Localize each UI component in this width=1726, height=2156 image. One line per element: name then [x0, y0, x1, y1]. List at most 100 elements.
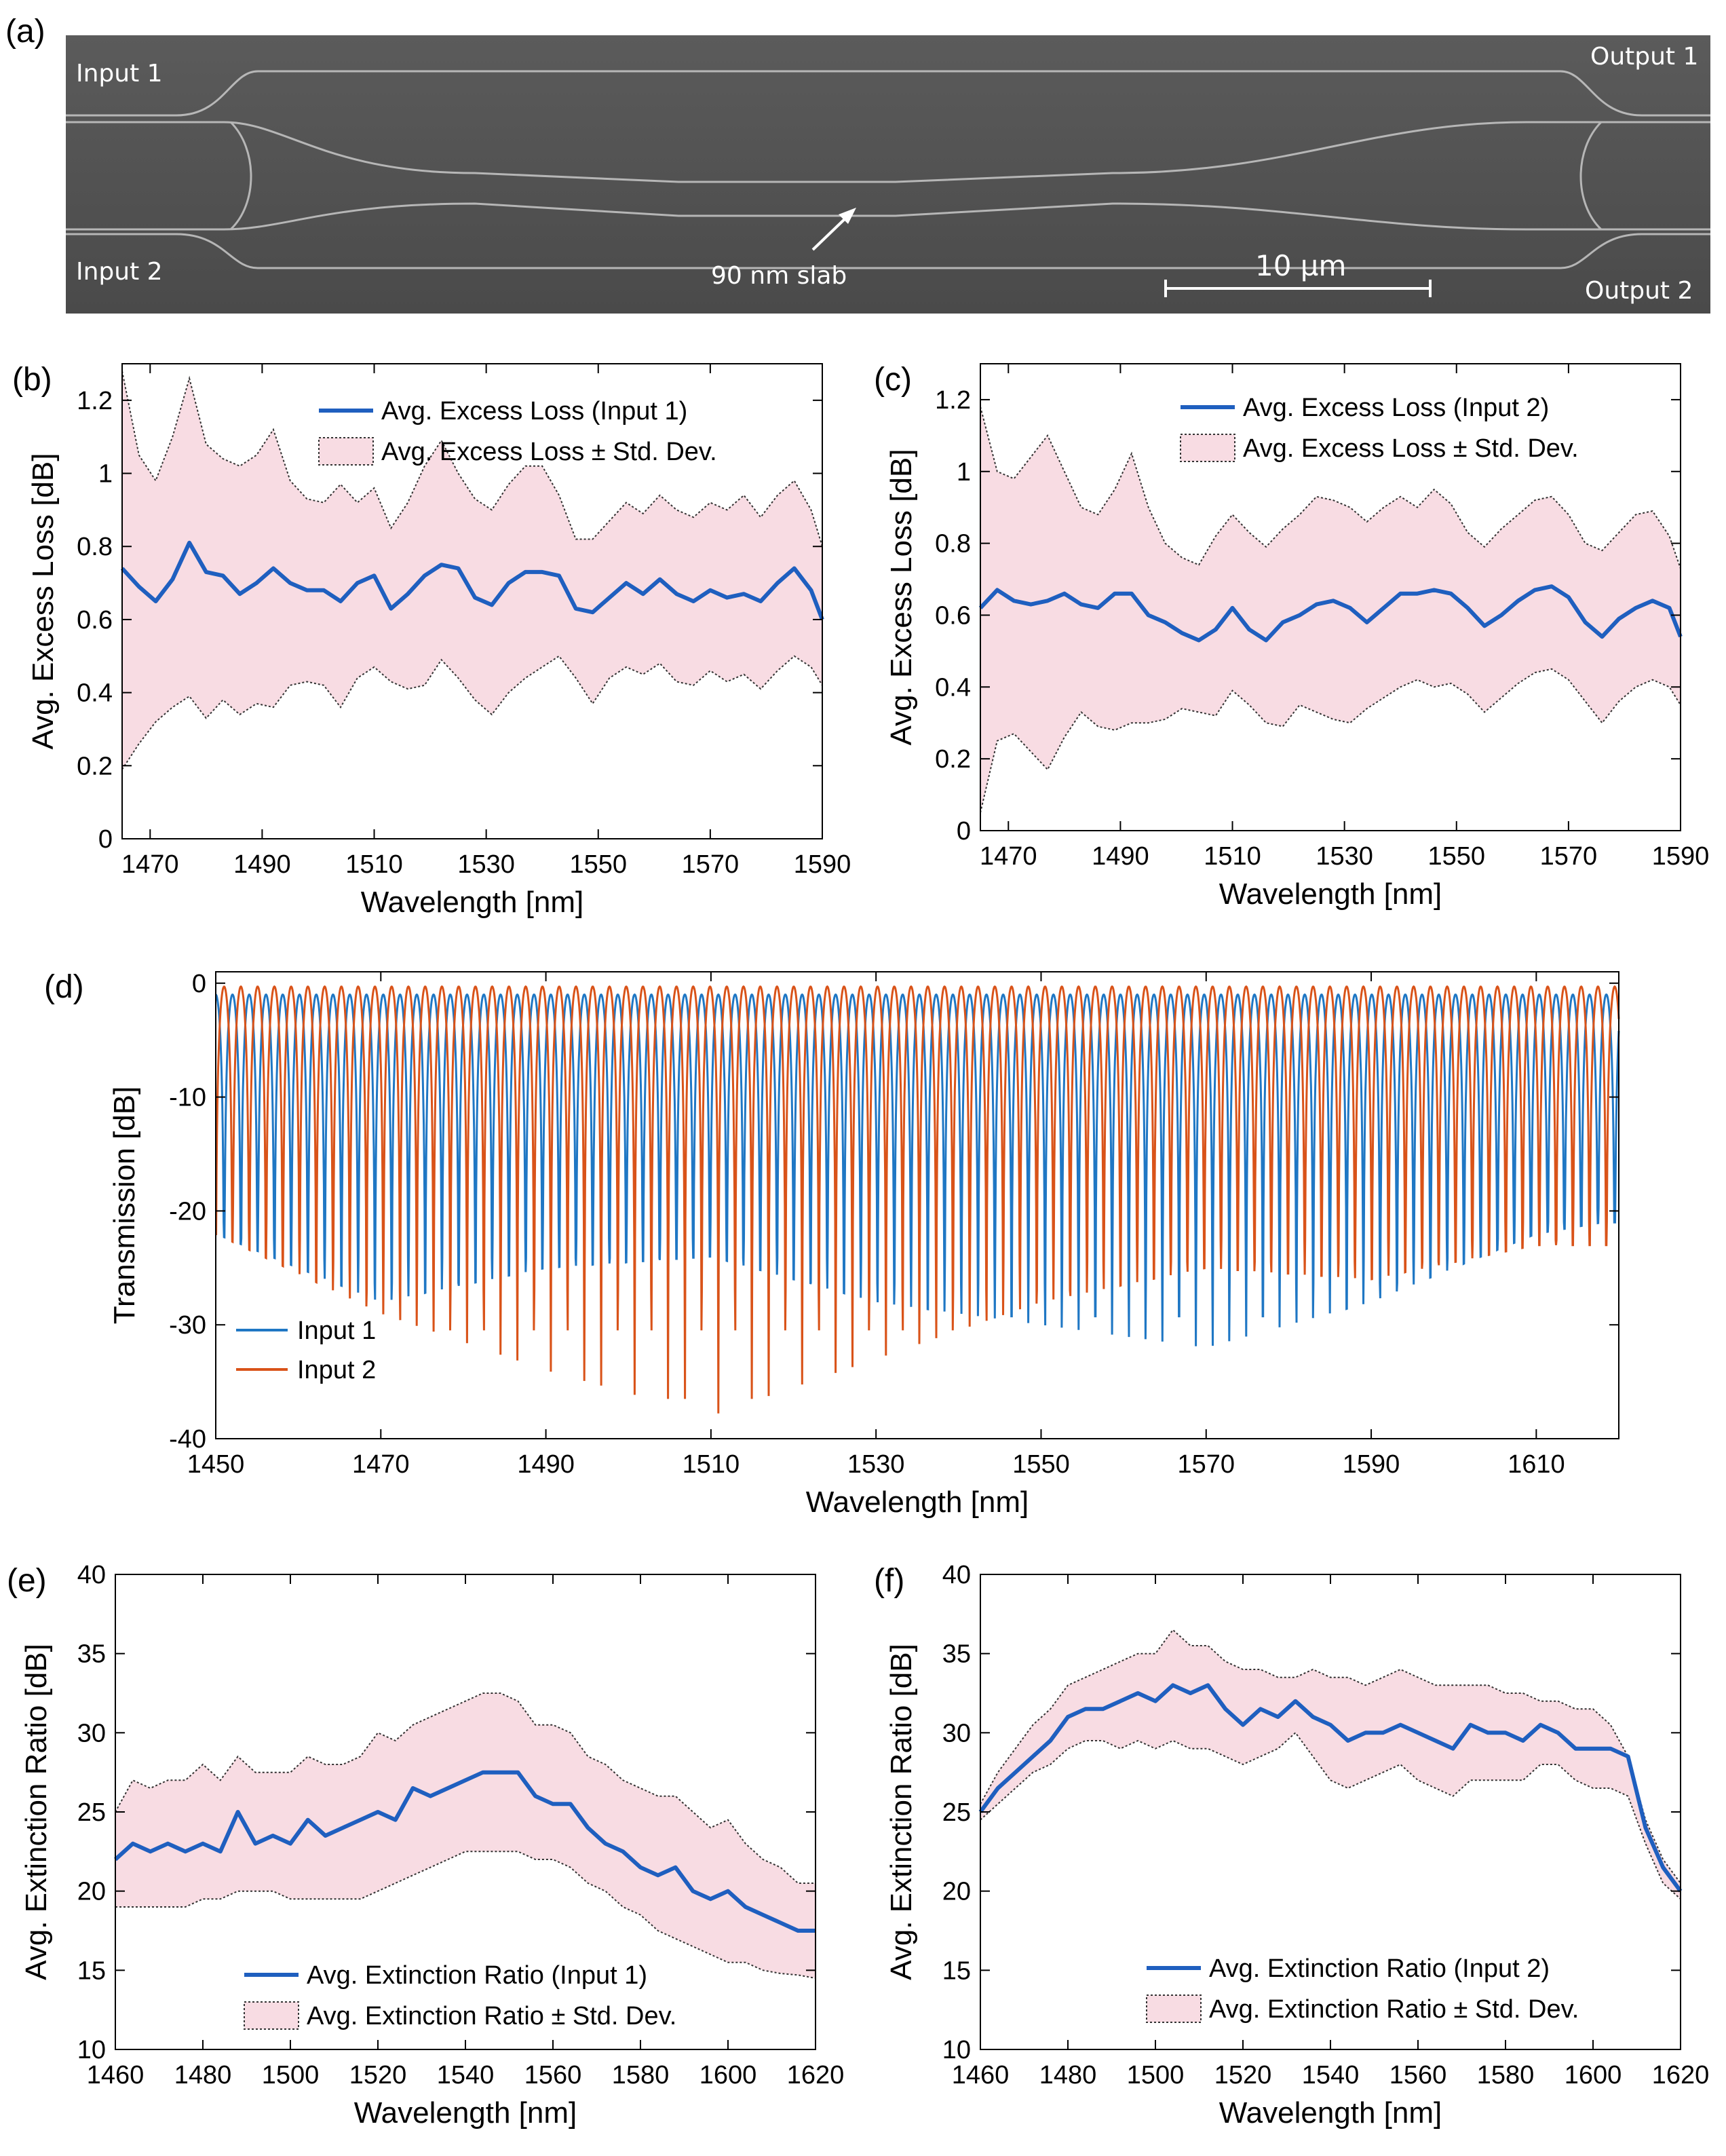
x-tick-label: 1450	[187, 1450, 245, 1479]
legend: Avg. Extinction Ratio (Input 1) Avg. Exti…	[244, 1961, 676, 2030]
x-tick-label: 1480	[174, 2061, 232, 2089]
y-tick-label: 0.6	[935, 601, 971, 630]
legend-label-avg: Avg. Extinction Ratio (Input 1)	[307, 1961, 647, 1990]
y-axis-label: Avg. Extinction Ratio [dB]	[20, 1644, 53, 1980]
sem-label-input2: Input 2	[76, 258, 163, 286]
y-tick-label: 0.2	[935, 745, 971, 774]
x-tick-label: 1520	[349, 2061, 407, 2089]
x-tick-label: 1620	[1652, 2061, 1710, 2089]
y-tick-label: 0.4	[77, 679, 113, 708]
legend: Avg. Extinction Ratio (Input 2) Avg. Exti…	[1146, 1954, 1579, 2024]
legend-label-1: Input 1	[297, 1317, 376, 1345]
legend-label-band: Avg. Extinction Ratio ± Std. Dev.	[307, 2002, 676, 2030]
y-tick-label: 0.2	[77, 752, 113, 780]
panel-letter: (f)	[874, 1563, 904, 1599]
std-dev-upper-line	[115, 1692, 816, 1884]
y-tick-label: 20	[77, 1878, 106, 1906]
avg-line	[120, 540, 824, 620]
y-tick-label: 1.2	[77, 387, 113, 415]
std-dev-lower-line	[121, 655, 823, 770]
y-tick-label: 40	[77, 1561, 106, 1589]
x-tick-label: 1480	[1039, 2061, 1097, 2089]
y-tick-label: 0.6	[77, 606, 113, 635]
y-tick-label: 10	[942, 2036, 971, 2064]
std-dev-band	[980, 406, 1681, 813]
chart-f: (f)1460 1480 1500 1520 1540 1560 1580 1600 16201…	[874, 1561, 1709, 2130]
legend-label-avg: Avg. Excess Loss (Input 2)	[1243, 394, 1549, 422]
y-tick-label: -30	[169, 1311, 206, 1340]
y-tick-label: 0	[98, 825, 113, 854]
y-axis-label: Transmission [dB]	[108, 1086, 141, 1324]
std-dev-upper-line	[980, 1629, 1681, 1884]
y-tick-label: 35	[942, 1640, 971, 1669]
legend-swatch-band	[1146, 1994, 1202, 2023]
scale-bar	[1164, 280, 1432, 297]
avg-line	[113, 1770, 816, 1933]
y-tick-label: 35	[77, 1640, 106, 1669]
x-tick-label: 1500	[1127, 2061, 1185, 2089]
std-dev-lower-line	[980, 1731, 1681, 1900]
axes-box	[215, 971, 1619, 1439]
std-dev-lower-line	[980, 668, 1681, 813]
y-tick-label: 0	[957, 817, 971, 846]
slab-arrow	[811, 208, 856, 251]
x-tick-label: 1490	[517, 1450, 575, 1479]
x-tick-label: 1490	[233, 850, 291, 879]
x-axis-label: Wavelength [nm]	[806, 1486, 1029, 1519]
y-tick-label: 15	[942, 1956, 971, 1985]
x-tick-label: 1590	[1652, 842, 1710, 871]
panel-letter: (c)	[874, 362, 912, 398]
sem-label-output1: Output 1	[1590, 43, 1698, 71]
chart-e: (e)1460 1480 1500 1520 1540 1560 1580 1600 16201…	[7, 1561, 844, 2130]
y-tick-label: -40	[169, 1425, 206, 1454]
x-tick-label: 1600	[1565, 2061, 1622, 2089]
legend-label-avg: Avg. Excess Loss (Input 1)	[381, 397, 687, 425]
panel-letter: (e)	[7, 1563, 47, 1599]
panel-letter: (d)	[44, 969, 84, 1005]
legend: Avg. Excess Loss (Input 2) Avg. Excess Lo…	[1180, 394, 1579, 463]
sem-waveguides	[66, 70, 1710, 269]
x-tick-label: 1580	[1477, 2061, 1535, 2089]
panel-a: (a) Input 1 Input 2 Output 1 Output 2 90…	[5, 14, 1710, 314]
legend-label-band: Avg. Extinction Ratio ± Std. Dev.	[1209, 1995, 1579, 2024]
y-tick-label: 40	[942, 1561, 971, 1589]
x-tick-label: 1460	[87, 2061, 145, 2089]
y-tick-label: 30	[942, 1719, 971, 1747]
x-tick-label: 1470	[121, 850, 179, 879]
series-line-2	[215, 985, 1620, 1414]
x-tick-label: 1570	[1177, 1450, 1235, 1479]
x-tick-label: 1540	[1302, 2061, 1360, 2089]
x-tick-label: 1530	[457, 850, 515, 879]
std-dev-upper-line	[980, 406, 1681, 569]
legend-swatch-band	[318, 437, 374, 466]
x-tick-label: 1510	[683, 1450, 740, 1479]
avg-line	[978, 1683, 1683, 1893]
x-tick-label: 1590	[1343, 1450, 1400, 1479]
x-tick-label: 1520	[1214, 2061, 1272, 2089]
x-tick-label: 1510	[345, 850, 403, 879]
std-dev-band	[115, 1693, 816, 1978]
x-axis-label: Wavelength [nm]	[1219, 877, 1442, 911]
legend-label-band: Avg. Excess Loss ± Std. Dev.	[1243, 434, 1579, 463]
legend-label-2: Input 2	[297, 1356, 376, 1384]
legend: Avg. Excess Loss (Input 1) Avg. Excess Lo…	[318, 397, 717, 466]
panel-a-letter: (a)	[5, 14, 45, 50]
y-tick-label: 10	[77, 2036, 106, 2064]
x-tick-label: 1460	[952, 2061, 1010, 2089]
y-axis-label: Avg. Excess Loss [dB]	[26, 453, 60, 750]
x-tick-label: 1550	[569, 850, 627, 879]
x-tick-label: 1510	[1204, 842, 1261, 871]
x-tick-label: 1530	[847, 1450, 905, 1479]
y-tick-label: 1	[98, 460, 113, 489]
x-tick-label: 1590	[794, 850, 851, 879]
y-axis-label: Avg. Excess Loss [dB]	[885, 449, 918, 746]
y-tick-label: 25	[77, 1798, 106, 1827]
std-dev-band	[980, 1629, 1681, 1899]
y-tick-label: 20	[942, 1878, 971, 1906]
axes-box	[980, 363, 1681, 831]
std-dev-lower-line	[115, 1851, 816, 1979]
legend-swatch-band	[1180, 434, 1235, 462]
sem-label-output2: Output 2	[1585, 277, 1693, 305]
y-axis-label: Avg. Extinction Ratio [dB]	[885, 1644, 918, 1980]
